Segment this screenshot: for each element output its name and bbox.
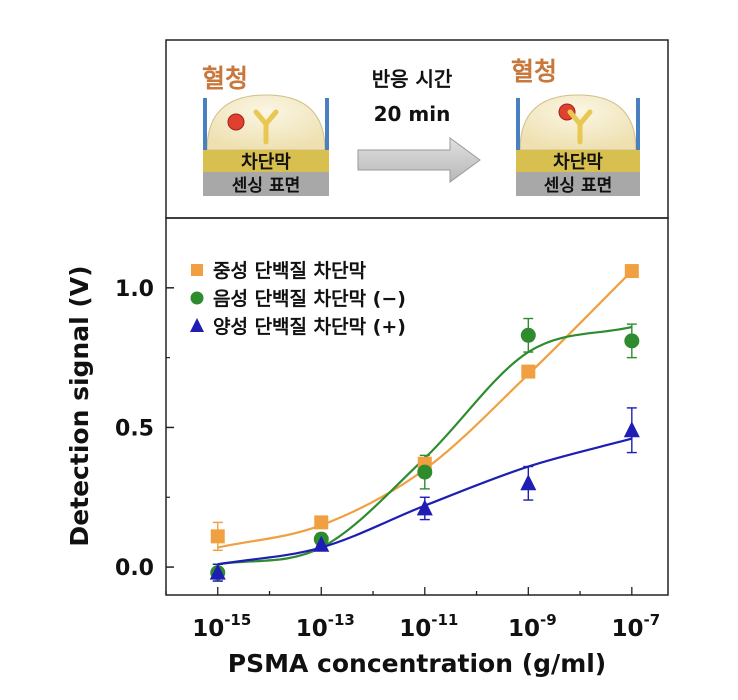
right-well: 혈청 차단막 센싱 표면 (511, 57, 640, 196)
serum-label-right: 혈청 (511, 57, 557, 86)
y-axis-label: Detection signal (V) (65, 265, 94, 546)
reaction-arrow: 반응 시간 20 min (357, 67, 481, 183)
data-point (210, 529, 225, 544)
plot-frame (165, 217, 669, 596)
arrow-label-time: 반응 시간 (372, 67, 453, 91)
data-point (209, 563, 226, 580)
serum-label-left: 혈청 (202, 64, 248, 93)
y-tick-label: 0.0 (115, 556, 154, 581)
x-tick-label: 10-13 (296, 611, 355, 642)
data-point (520, 327, 536, 343)
data-point (520, 474, 537, 491)
fit-curve (217, 325, 633, 566)
antibody-icon-right (567, 109, 593, 145)
data-point (521, 364, 536, 379)
data-point (624, 264, 639, 279)
x-axis-label: PSMA concentration (g/ml) (228, 649, 606, 678)
barrier-label-right: 차단막 (553, 152, 603, 173)
barrier-layer-right (516, 150, 640, 172)
legend-marker (190, 291, 204, 305)
data-point (313, 535, 330, 552)
sensing-label-right: 센싱 표면 (544, 176, 612, 196)
red-particle-left (227, 113, 245, 131)
arrow-label-duration: 20 min (374, 102, 451, 126)
antibody-icon-left (253, 109, 279, 145)
legend-marker (190, 318, 204, 332)
sensing-label-left: 센싱 표면 (232, 176, 300, 196)
x-tick-label: 10-7 (611, 611, 660, 642)
y-tick-label: 0.5 (115, 416, 154, 441)
legend-entry: 양성 단백질 차단막 (+) (213, 316, 406, 338)
barrier-layer-left (203, 150, 329, 172)
sensing-layer-left (203, 172, 329, 196)
data-point (623, 421, 640, 438)
chart: 0.0 0.5 1.0 10-15 10-13 10-11 10-9 10-7 중성 단백질 … (65, 217, 669, 678)
y-tick-label: 1.0 (115, 277, 154, 302)
sensing-layer-right (516, 172, 640, 196)
data-point (314, 515, 329, 530)
barrier-label-left: 차단막 (241, 152, 291, 173)
legend-entry: 음성 단백질 차단막 (−) (213, 288, 406, 310)
data-point (624, 333, 640, 349)
data-point (416, 499, 433, 516)
data-point (417, 464, 433, 480)
x-tick-label: 10-15 (192, 611, 251, 642)
arrow-icon (357, 137, 481, 183)
x-tick-label: 10-9 (508, 611, 557, 642)
x-tick-label: 10-11 (399, 611, 458, 642)
legend-entry: 중성 단백질 차단막 (213, 260, 367, 282)
legend-marker (191, 264, 203, 276)
schematic-panel: 혈청 차단막 센싱 표면 반응 시간 20 min 혈청 (165, 39, 669, 219)
left-well: 혈청 차단막 센싱 표면 (202, 64, 329, 196)
